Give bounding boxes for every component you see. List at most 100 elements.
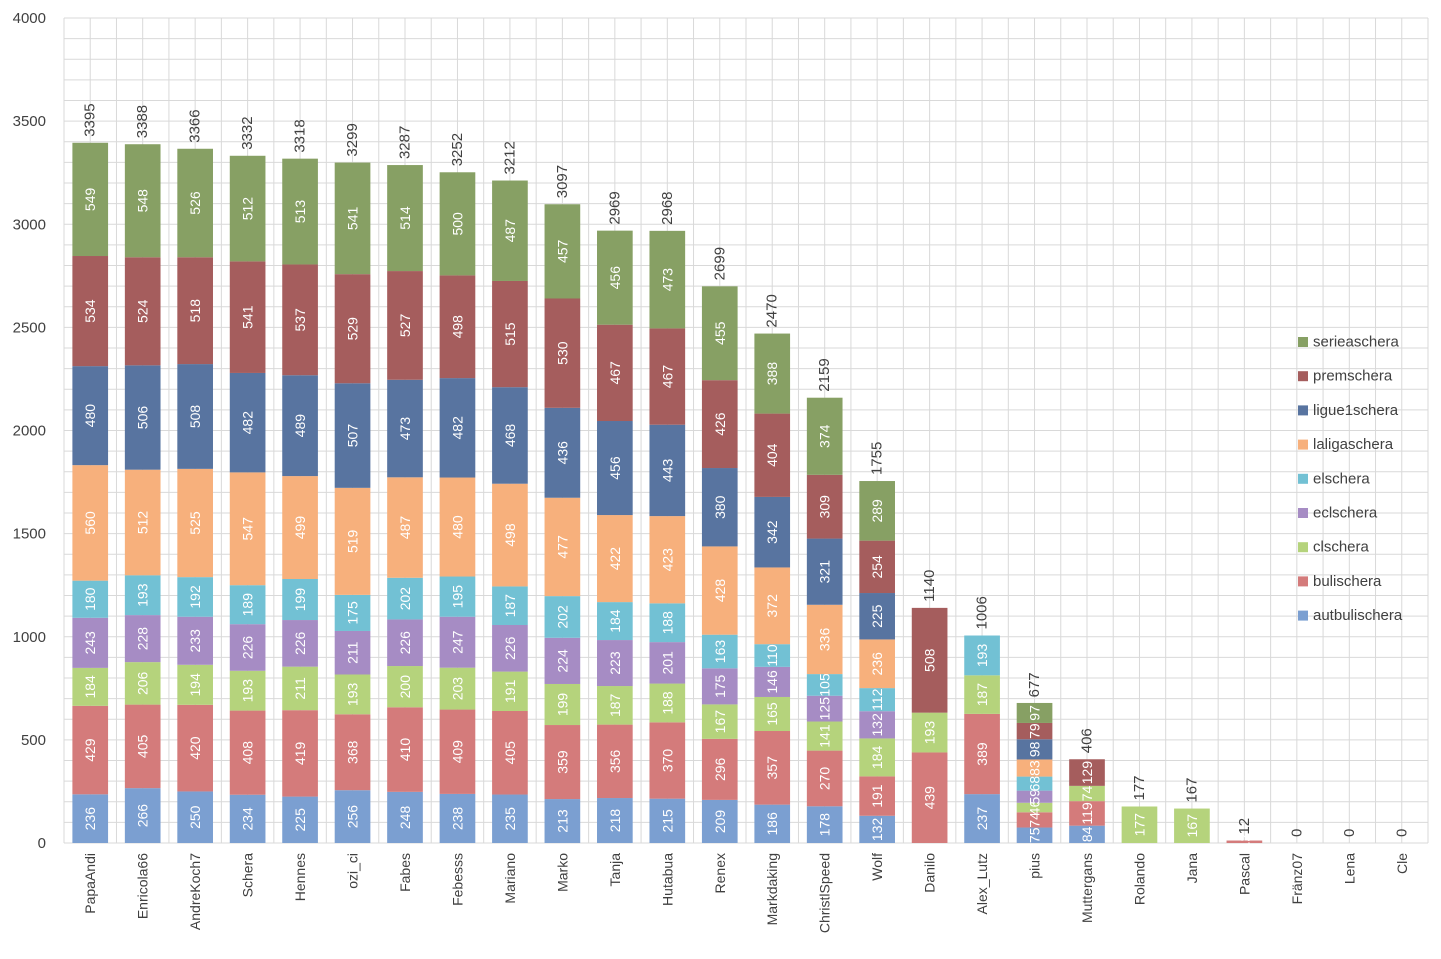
total-value-label: 0	[1288, 829, 1305, 837]
segment-value-label: 74	[1079, 786, 1095, 802]
segment-value-label: 296	[712, 757, 728, 781]
segment-value-label: 97	[1027, 705, 1043, 721]
x-tick-label: Alex_Lutz	[974, 853, 990, 914]
segment-value-label: 499	[292, 516, 308, 540]
bar-segment-laligaschera	[1016, 759, 1053, 777]
segment-value-label: 250	[187, 805, 203, 829]
total-value-label: 2699	[711, 247, 728, 280]
segment-value-label: 548	[135, 189, 151, 213]
bar-segment-premschera	[124, 257, 161, 366]
segment-value-label: 192	[187, 585, 203, 609]
legend-swatch-bulischera	[1298, 576, 1308, 587]
total-labels: 3395 3388 3366 3332 3318 3299 3287 3252 32123097…	[82, 103, 1411, 837]
x-tick-label: PapaAndi	[82, 853, 98, 914]
bar-segment-bulischera	[964, 713, 1000, 795]
segment-value-label: 211	[345, 641, 361, 664]
x-tick-label: ChristlSpeed	[817, 853, 833, 933]
segment-value-label: 508	[187, 405, 203, 429]
bar-segment-serieaschera	[597, 230, 633, 325]
x-tick-label: Markdaking	[764, 853, 780, 925]
bar-segment-elschera	[124, 575, 161, 616]
segment-value-label: 513	[292, 200, 308, 224]
bar-segment-autbulischera	[387, 791, 423, 843]
bar-segment-autbulischera	[177, 791, 213, 843]
bar-segment-bulischera	[1069, 801, 1105, 826]
segment-value-label: 225	[869, 604, 885, 628]
bar-segment-serieaschera	[859, 481, 895, 541]
bar-segment-bulischera	[806, 750, 843, 807]
bar-segment-clschera	[229, 670, 266, 711]
segment-value-label: 129	[1079, 761, 1095, 785]
bar-segment-premschera	[387, 271, 423, 380]
segment-value-label: 507	[345, 424, 361, 448]
segment-value-label: 59	[1027, 789, 1043, 805]
bar-segment-premschera	[1016, 722, 1053, 740]
bar-segment-premschera	[282, 264, 318, 376]
total-value-label: 3212	[501, 141, 518, 174]
segment-value-label: 167	[712, 710, 728, 734]
segment-value-label: 270	[817, 767, 833, 791]
legend-label-ligue1schera: ligue1schera	[1313, 402, 1399, 419]
bar-segment-eclschera	[754, 666, 791, 697]
segment-value-label: 527	[397, 314, 413, 338]
x-tick-label: Mariano	[502, 853, 518, 904]
segment-value-label: 309	[817, 495, 833, 519]
y-tick-label: 2000	[13, 423, 46, 440]
y-tick-label: 3500	[13, 113, 46, 130]
bar-segment-premschera	[597, 324, 633, 422]
segment-value-label: 84	[1079, 826, 1095, 842]
segment-value-label: 467	[607, 361, 623, 385]
bar-segment-autbulischera	[1069, 825, 1105, 843]
bar-segment-autbulischera	[282, 796, 318, 843]
bar-segment-clschera	[649, 683, 686, 723]
bar-segment-clschera	[1121, 806, 1158, 843]
segment-value-label: 560	[82, 511, 98, 535]
segment-value-label: 165	[764, 702, 780, 726]
legend-swatch-serieaschera	[1298, 337, 1308, 347]
bar-segment-premschera	[492, 280, 528, 388]
segment-value-label: 506	[135, 406, 151, 430]
bar-segment-ligue1schera	[72, 366, 109, 466]
legend-label-bulischera: bulischera	[1313, 573, 1382, 590]
bar-segment-eclschera	[72, 617, 109, 668]
segment-value-label: 357	[764, 756, 780, 780]
segment-value-label: 163	[712, 640, 728, 664]
segment-value-label: 508	[922, 648, 938, 672]
y-tick-label: 1500	[13, 526, 46, 543]
segment-value-label: 189	[240, 593, 256, 617]
segment-value-label: 487	[397, 516, 413, 540]
bar-segment-autbulischera	[754, 804, 791, 843]
bar-segment-laligaschera	[124, 469, 161, 576]
segment-value-label: 514	[397, 206, 413, 230]
bar-segment-eclschera	[806, 695, 843, 722]
segment-value-label: 193	[974, 644, 990, 668]
segment-value-label: 79	[1027, 723, 1043, 739]
bar-segment-serieaschera	[754, 333, 791, 414]
segment-value-label: 480	[82, 404, 98, 428]
bar-segment-serieaschera	[387, 165, 423, 272]
bar-segment-laligaschera	[806, 604, 843, 675]
bar-segment-ligue1schera	[597, 421, 633, 516]
segment-value-label: 526	[187, 191, 203, 215]
bar-segment-eclschera	[649, 642, 686, 684]
bar-segment-autbulischera	[859, 815, 895, 843]
segment-value-label: 530	[554, 341, 570, 365]
segment-value-label: 436	[554, 441, 570, 465]
bar-segment-clschera	[387, 666, 423, 708]
segment-value-label: 178	[817, 813, 833, 837]
bar-segment-premschera	[229, 261, 266, 373]
x-tick-label: Marko	[554, 853, 570, 892]
x-tick-label: Fränz07	[1289, 853, 1305, 905]
bar-segment-eclschera	[859, 711, 895, 739]
segment-value-label: 374	[817, 424, 833, 448]
bar-segment-autbulischera	[597, 798, 633, 843]
segment-value-label: 209	[712, 810, 728, 834]
segment-value-label: 234	[240, 807, 256, 831]
segment-value-label: 439	[922, 786, 938, 810]
bar-segment-clschera	[177, 664, 213, 705]
segment-value-label: 389	[974, 742, 990, 766]
segment-value-label: 132	[869, 817, 885, 841]
bar-segment-bulischera	[492, 711, 528, 795]
bar-segment-clschera	[911, 712, 948, 753]
legend-swatch-premschera	[1298, 371, 1308, 382]
